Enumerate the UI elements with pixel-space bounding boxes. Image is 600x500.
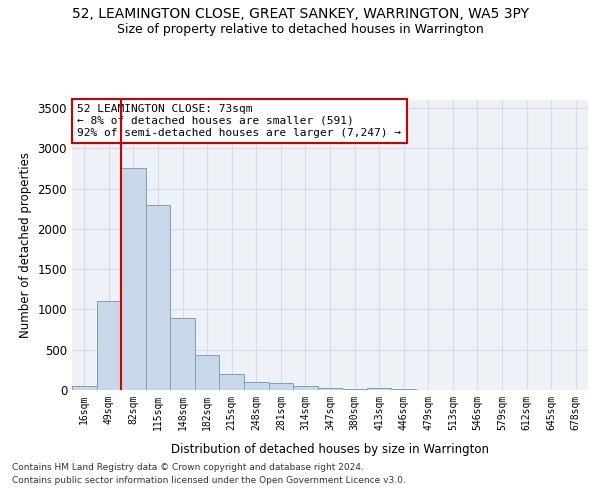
Bar: [121, 168, 146, 390]
Text: Distribution of detached houses by size in Warrington: Distribution of detached houses by size …: [171, 442, 489, 456]
Text: Contains HM Land Registry data © Crown copyright and database right 2024.: Contains HM Land Registry data © Crown c…: [12, 464, 364, 472]
Bar: [72, 386, 97, 390]
Bar: [244, 382, 269, 390]
Text: 52, LEAMINGTON CLOSE, GREAT SANKEY, WARRINGTON, WA5 3PY: 52, LEAMINGTON CLOSE, GREAT SANKEY, WARR…: [71, 8, 529, 22]
Text: Size of property relative to detached houses in Warrington: Size of property relative to detached ho…: [116, 22, 484, 36]
Bar: [269, 383, 293, 390]
Text: Contains public sector information licensed under the Open Government Licence v3: Contains public sector information licen…: [12, 476, 406, 485]
Bar: [146, 204, 170, 390]
Bar: [195, 356, 220, 390]
Bar: [342, 389, 367, 390]
Text: 52 LEAMINGTON CLOSE: 73sqm
← 8% of detached houses are smaller (591)
92% of semi: 52 LEAMINGTON CLOSE: 73sqm ← 8% of detac…: [77, 104, 401, 138]
Bar: [367, 388, 391, 390]
Bar: [220, 374, 244, 390]
Bar: [97, 302, 121, 390]
Y-axis label: Number of detached properties: Number of detached properties: [19, 152, 32, 338]
Bar: [318, 388, 342, 390]
Bar: [170, 318, 195, 390]
Bar: [391, 389, 416, 390]
Bar: [293, 386, 318, 390]
